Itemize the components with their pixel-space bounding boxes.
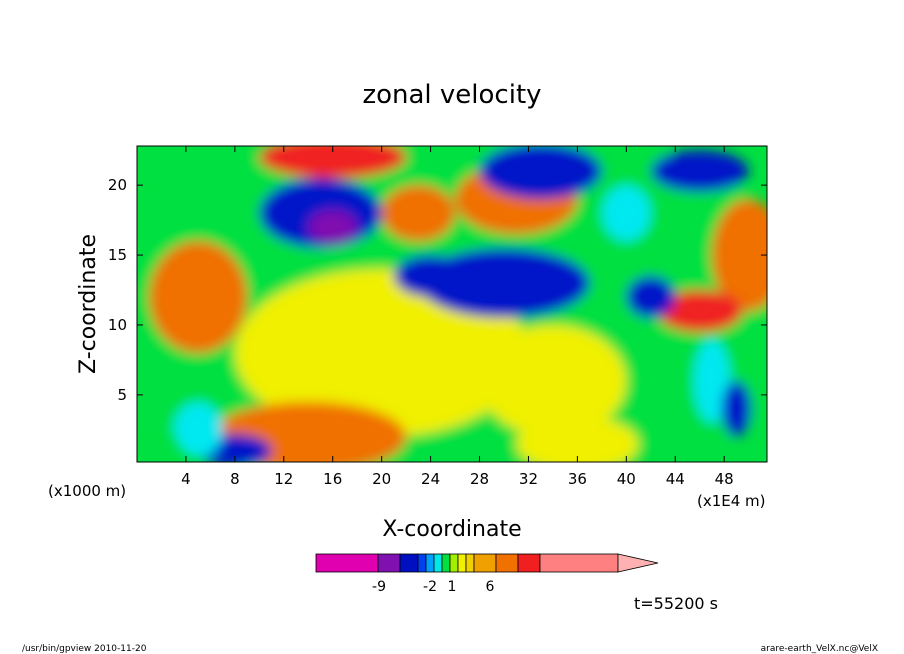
contour-region-6 xyxy=(381,185,456,242)
footer-left-note: /usr/bin/gpview 2010-11-20 xyxy=(22,644,147,654)
colorbar-segment xyxy=(417,553,427,573)
colorbar-label: -2 xyxy=(423,579,437,595)
colorbar-label: 6 xyxy=(486,579,495,595)
colorbar-segment xyxy=(517,553,541,573)
contour-region-3 xyxy=(516,415,639,462)
y-axis-ticks: 5 10 15 20 xyxy=(108,176,767,404)
x-axis-ticks: 4 8 12 16 20 24 28 32 36 40 44 48 xyxy=(181,146,734,488)
x-tick-label: 16 xyxy=(323,470,342,488)
colorbar-segment xyxy=(433,553,443,573)
x-tick-label: 36 xyxy=(568,470,587,488)
colorbar-segment xyxy=(425,553,435,573)
y-tick-label: 15 xyxy=(108,246,127,264)
x-tick-label: 44 xyxy=(666,470,685,488)
x-axis-label: X-coordinate xyxy=(382,517,521,542)
contour-region-16 xyxy=(626,276,676,318)
colorbar-segment xyxy=(473,553,497,573)
colorbar-label: -9 xyxy=(372,579,386,595)
colorbar-segment xyxy=(377,553,401,573)
colorbar-segments xyxy=(315,553,659,573)
contour-region-22 xyxy=(601,185,651,242)
plot-frame xyxy=(136,145,768,463)
contour-region-14 xyxy=(393,255,468,298)
chart-title: zonal velocity xyxy=(362,80,541,110)
y-tick-label: 5 xyxy=(117,386,127,404)
contour-region-8 xyxy=(711,199,767,311)
colorbar-segment xyxy=(457,553,467,573)
y-tick-label: 10 xyxy=(108,316,127,334)
contour-region-5 xyxy=(149,241,248,353)
x-tick-label: 4 xyxy=(181,470,191,488)
x-tick-label: 24 xyxy=(421,470,440,488)
contour-region-19 xyxy=(173,401,223,458)
colorbar-segment xyxy=(539,553,619,573)
colorbar-segment xyxy=(449,553,459,573)
x-tick-label: 40 xyxy=(617,470,636,488)
contour-region-20 xyxy=(693,338,731,423)
plot-area xyxy=(137,146,767,462)
y-axis-label: Z-coordinate xyxy=(76,234,101,374)
colorbar-segment xyxy=(465,553,475,573)
contour-region-10 xyxy=(259,146,407,179)
colorbar: -9 -2 1 6 xyxy=(315,553,659,595)
x-unit-right: (x1E4 m) xyxy=(697,492,766,510)
colorbar-segment xyxy=(495,553,519,573)
colorbar-segment xyxy=(399,553,419,573)
time-label: t=55200 s xyxy=(634,594,718,613)
y-tick-label: 20 xyxy=(108,176,127,194)
x-tick-label: 32 xyxy=(519,470,538,488)
contour-region-15 xyxy=(479,146,602,200)
contour-region-12 xyxy=(308,210,358,244)
x-unit-left: (x1000 m) xyxy=(48,482,126,500)
x-tick-label: 8 xyxy=(230,470,240,488)
x-tick-label: 48 xyxy=(715,470,734,488)
x-tick-label: 20 xyxy=(372,470,391,488)
colorbar-label: 1 xyxy=(448,579,457,595)
colorbar-labels: -9 -2 1 6 xyxy=(372,579,495,595)
colorbar-segment xyxy=(315,553,379,573)
contour-regions xyxy=(137,146,767,462)
contour-region-17 xyxy=(650,150,749,193)
contour-region-21 xyxy=(721,380,752,437)
contour-region-2 xyxy=(479,324,627,437)
contour-region-9 xyxy=(656,290,743,332)
x-tick-label: 12 xyxy=(274,470,293,488)
x-tick-label: 28 xyxy=(470,470,489,488)
colorbar-segment xyxy=(441,553,451,573)
colorbar-arrow xyxy=(617,553,659,573)
footer-right-note: arare-earth_VelX.nc@VelX xyxy=(761,644,878,654)
